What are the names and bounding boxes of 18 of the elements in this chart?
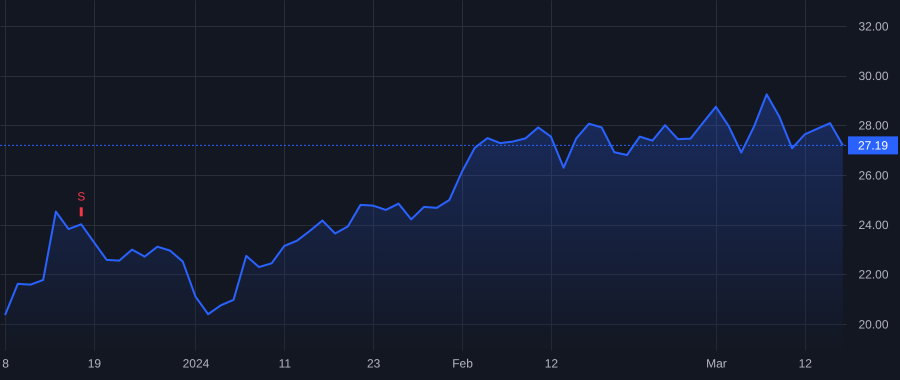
y-tick-label: 30.00	[858, 69, 889, 84]
y-tick-label: 22.00	[858, 268, 889, 282]
ref-line-label: 27.19	[858, 138, 888, 152]
x-tick-label: Feb	[452, 356, 474, 370]
annotation: S	[77, 189, 86, 204]
x-tick-label: 11	[278, 356, 292, 370]
y-tick-label: 26.00	[858, 168, 889, 182]
y-tick-label: 24.00	[858, 218, 889, 232]
x-tick-label: 19	[88, 356, 102, 370]
x-tick-label: 12	[544, 356, 558, 370]
x-tick-label: 23	[367, 356, 381, 370]
x-tick-label: 12	[798, 356, 812, 370]
y-tick-label: 28.00	[858, 118, 889, 133]
x-tick-label: 2024	[182, 356, 210, 370]
x-tick-label: Mar	[706, 356, 727, 370]
x-tick-label: 8	[2, 356, 10, 370]
y-tick-label: 20.00	[858, 317, 889, 332]
y-tick-label: 32.00	[858, 19, 889, 34]
